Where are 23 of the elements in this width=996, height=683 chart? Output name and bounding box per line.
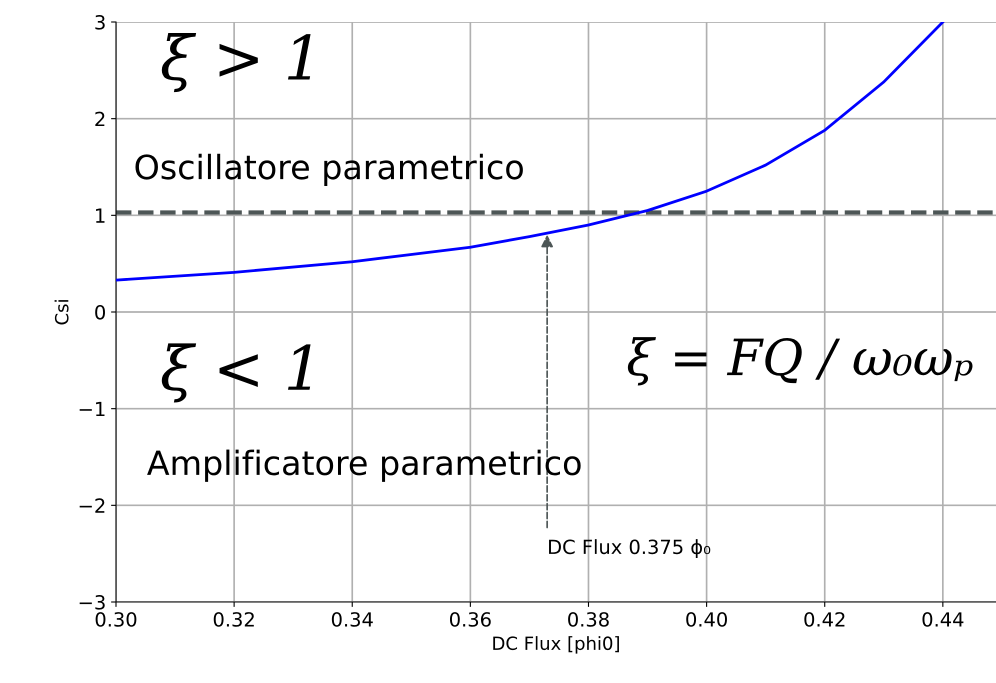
y-tick-label: 2 [95,112,104,126]
y-tick-label: 3 [95,14,105,30]
x-axis-title: DC Flux [phi0] [493,636,619,654]
y-tick-label: −2 [80,498,104,513]
y-axis-title: Csi [54,300,69,324]
x-tick-label: 0.44 [922,612,964,627]
x-tick-label: 0.42 [804,612,844,627]
annotation: Oscillatore parametrico [135,154,523,186]
y-tick-label: 0 [95,304,105,320]
annotation: ξ = FQ / ω₀ωₚ [628,337,972,386]
x-tick-label: 0.40 [686,612,727,627]
line-series [116,22,944,282]
x-tick-label: 0.34 [332,612,373,627]
y-tick-label: −1 [80,402,104,416]
x-tick-label: 0.36 [450,612,491,627]
annotation: ξ > 1 [162,33,311,92]
x-tick-label: 0.38 [568,612,609,627]
y-tick-label: −3 [80,594,105,610]
annotation: ξ < 1 [162,343,311,402]
x-tick-label: 0.30 [96,612,136,627]
y-tick-label: 1 [96,208,104,223]
annotation: DC Flux 0.375 ϕ₀ [549,539,710,558]
x-tick-label: 0.32 [214,612,254,627]
